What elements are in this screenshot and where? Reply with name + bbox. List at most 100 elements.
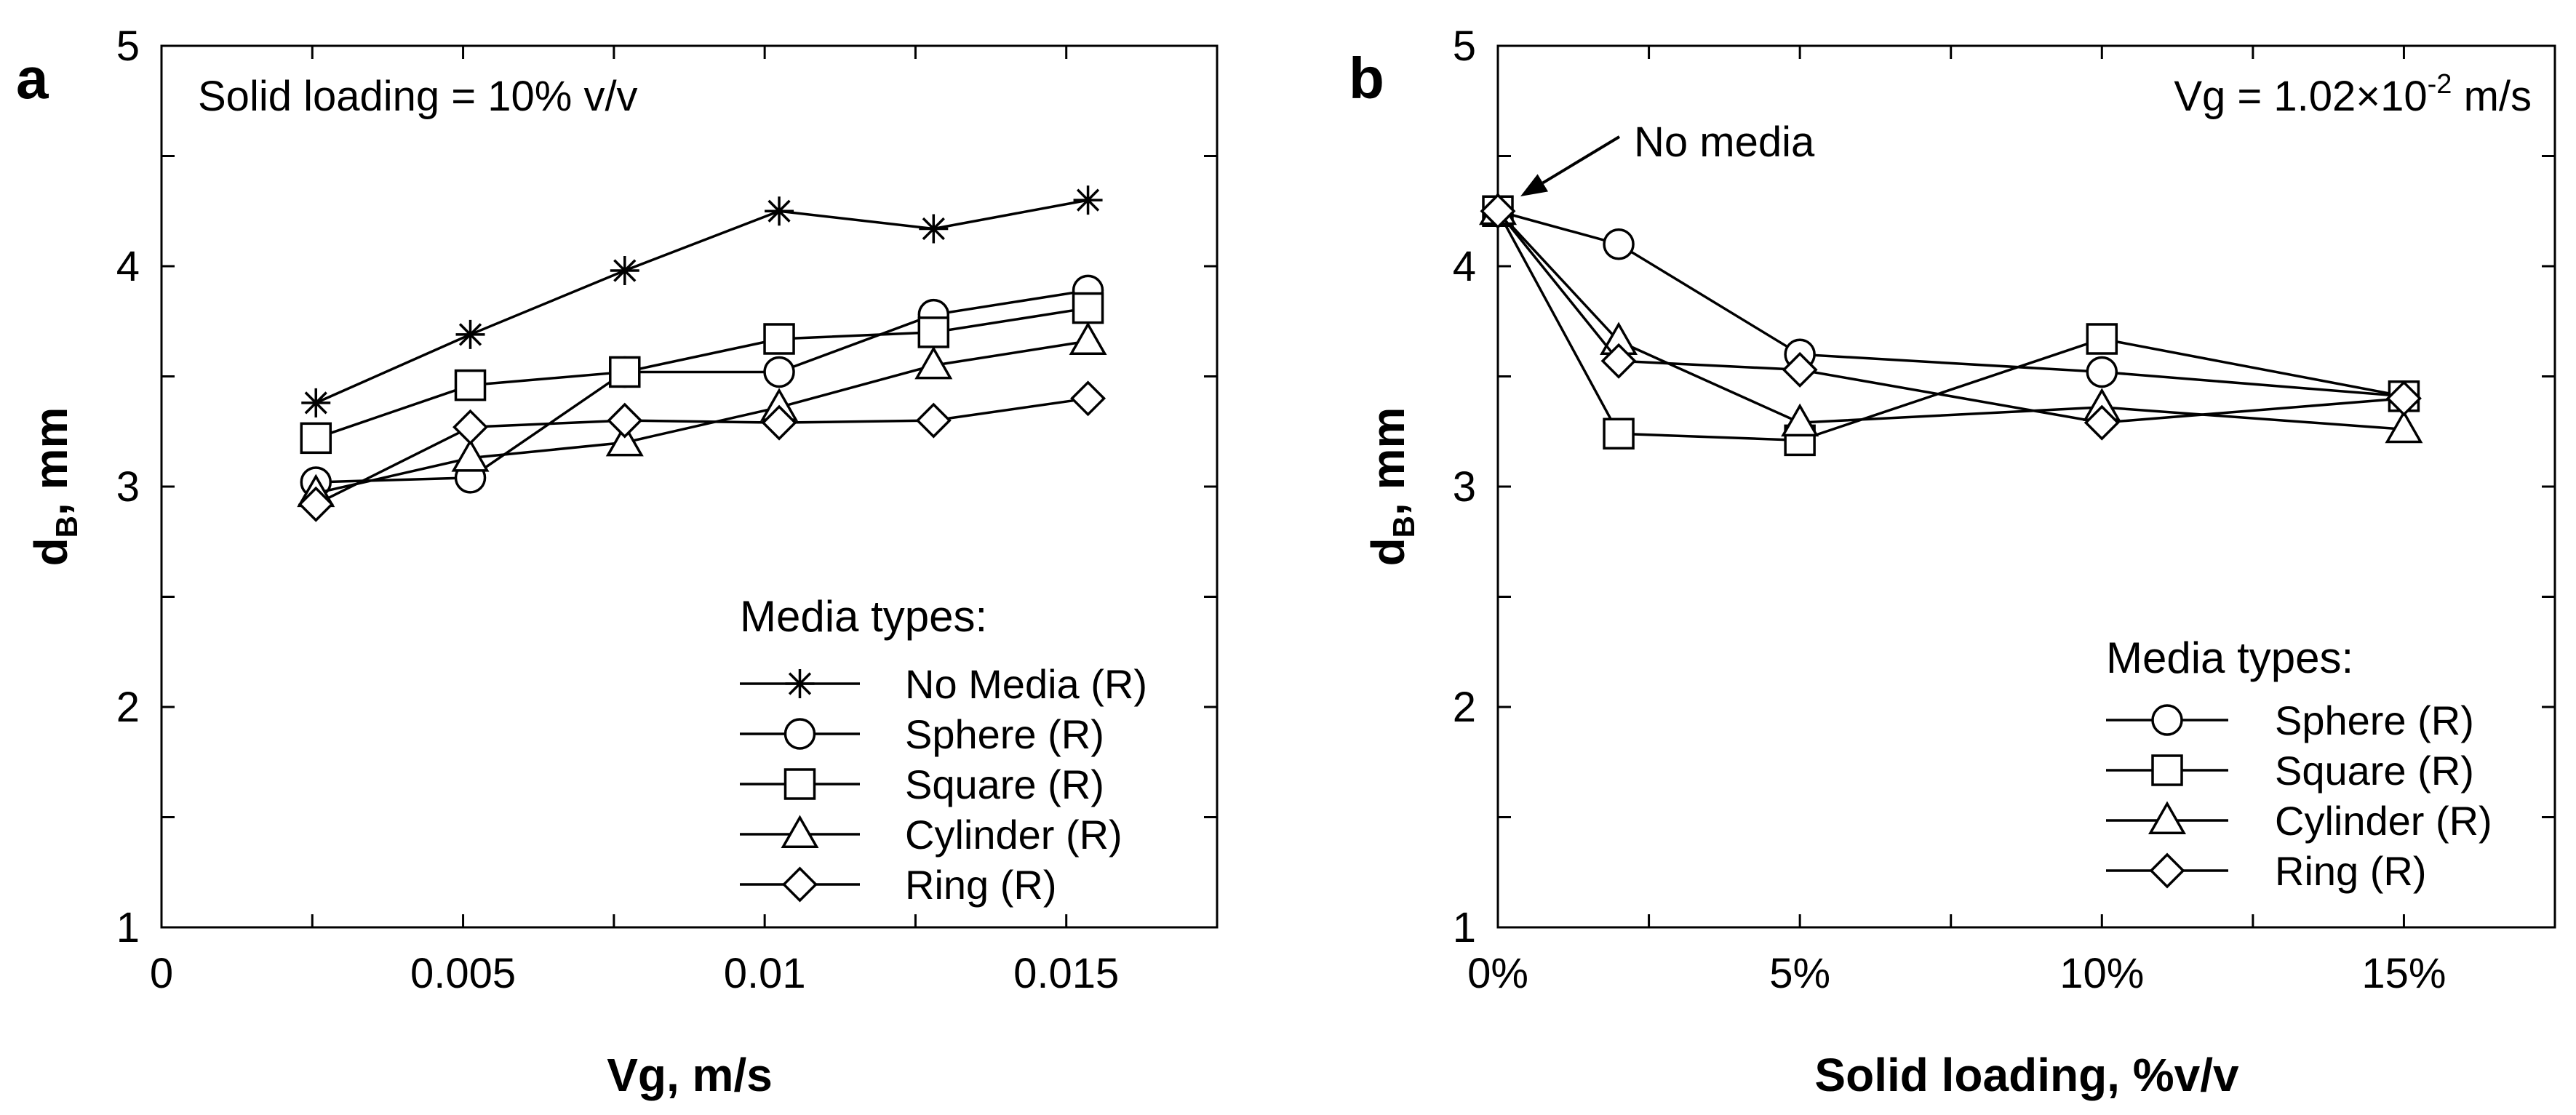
y-axis-label-sub: B	[1387, 516, 1421, 537]
x-tick-label: 10%	[2059, 950, 2144, 997]
data-point-square	[454, 369, 487, 401]
data-point-star	[765, 196, 794, 226]
data-point-triangle	[1781, 403, 1819, 437]
data-point-star	[301, 388, 331, 417]
callout-arrow-shaft	[1542, 135, 1621, 185]
y-tick-label: 4	[116, 243, 140, 290]
y-tick-label: 1	[116, 904, 140, 951]
series-square	[300, 292, 1104, 455]
y-tick-label: 3	[116, 463, 140, 511]
data-point-star	[919, 214, 949, 244]
data-point-star	[610, 256, 639, 286]
data-point-diamond	[298, 486, 334, 522]
data-point-square	[917, 316, 950, 348]
panel-tag: b	[1349, 46, 1384, 111]
data-point-diamond	[452, 409, 488, 445]
data-point-square	[300, 422, 332, 455]
legend-title: Media types:	[2106, 634, 2353, 682]
legend-marker-triangle	[2148, 801, 2187, 834]
data-point-square	[1603, 417, 1635, 450]
legend-marker-circle	[2151, 704, 2183, 736]
data-point-diamond	[915, 402, 952, 439]
y-tick-label: 1	[1453, 904, 1476, 951]
data-point-circle	[763, 356, 795, 388]
legend-marker-square	[783, 768, 816, 800]
x-tick-label: 0	[150, 950, 173, 997]
data-point-diamond	[1070, 380, 1106, 417]
data-point-triangle	[451, 439, 490, 472]
x-tick-label: 0%	[1467, 950, 1528, 997]
y-tick-label: 3	[1453, 463, 1476, 511]
data-point-triangle	[1069, 321, 1107, 356]
data-point-star	[1073, 185, 1103, 215]
series-star	[301, 185, 1103, 417]
y-tick-label: 5	[1453, 23, 1476, 70]
data-point-diamond	[761, 404, 797, 441]
legend-marker-triangle	[781, 815, 819, 848]
annotation-exponent: -2	[2428, 69, 2452, 100]
data-point-star	[455, 319, 485, 349]
data-point-diamond	[607, 402, 643, 439]
series-line	[315, 397, 1088, 505]
legend-label: Sphere (R)	[2275, 698, 2474, 743]
y-axis-label: dB, mm	[25, 407, 84, 567]
y-axis-label-tail: , mm	[1362, 407, 1414, 516]
legend-label: Square (R)	[2275, 748, 2474, 794]
legend-label: Ring (R)	[2275, 848, 2426, 894]
x-axis-label: Solid loading, %v/v	[1814, 1049, 2239, 1101]
legend-label: No Media (R)	[905, 661, 1147, 707]
condition-annotation: Vg = 1.02×10-2 m/s	[2174, 69, 2532, 120]
panel-b: 0% 5% 10% 15% 1 2 3 4 5 b Solid loading, %v/v dB, m…	[1349, 23, 2556, 1101]
y-axis-label-main: d	[25, 537, 77, 566]
y-tick-label: 2	[116, 684, 140, 731]
data-point-diamond	[2083, 404, 2120, 441]
y-axis-label-tail: , mm	[25, 407, 77, 516]
x-tick-label: 5%	[1769, 950, 1830, 997]
series-line	[315, 199, 1088, 404]
panel-a: 0 0.005 0.01 0.015 1 2 3 4 5 a Vg, m/s dB, mm Solid …	[16, 23, 1219, 1101]
data-point-square	[2086, 323, 2118, 355]
data-point-diamond	[2385, 380, 2422, 417]
x-tick-label: 15%	[2361, 950, 2446, 997]
legend-label: Cylinder (R)	[905, 812, 1122, 858]
data-point-diamond	[1600, 343, 1637, 379]
condition-annotation: Solid loading = 10% v/v	[198, 73, 638, 120]
series-diamond	[298, 380, 1106, 522]
annotation-main: Vg = 1.02×10	[2174, 73, 2427, 120]
data-point-triangle	[2385, 409, 2423, 444]
legend-marker-diamond	[782, 866, 818, 903]
x-tick-label: 0.005	[410, 950, 516, 997]
series-line	[315, 340, 1088, 495]
data-point-circle	[2086, 356, 2118, 388]
annotation-unit: m/s	[2452, 73, 2532, 120]
y-axis-label-main: d	[1362, 537, 1414, 566]
x-tick-label: 0.015	[1013, 950, 1119, 997]
legend-marker-diamond	[2149, 852, 2185, 889]
series-line	[316, 289, 1088, 484]
no-media-callout: No media	[1634, 119, 1815, 166]
legend-title: Media types:	[740, 592, 987, 641]
data-point-square	[1072, 292, 1104, 324]
callout-arrow-head	[1520, 174, 1549, 196]
y-tick-label: 5	[116, 23, 140, 70]
y-axis-label: dB, mm	[1362, 407, 1421, 567]
data-point-square	[609, 356, 641, 388]
data-point-square	[763, 323, 795, 355]
x-tick-label: 0.01	[724, 950, 806, 997]
legend-label: Ring (R)	[905, 862, 1056, 908]
legend-label: Cylinder (R)	[2275, 798, 2492, 844]
y-tick-label: 2	[1453, 684, 1476, 731]
data-point-triangle	[914, 345, 953, 380]
legend-marker-square	[2151, 754, 2183, 786]
legend-label: Sphere (R)	[905, 711, 1104, 757]
y-axis-label-sub: B	[49, 516, 84, 537]
series-line	[315, 306, 1088, 439]
x-axis-label: Vg, m/s	[607, 1049, 773, 1101]
legend-marker-circle	[783, 718, 816, 750]
data-point-circle	[1603, 228, 1635, 260]
panel-tag: a	[16, 46, 49, 111]
series-diamond	[1480, 193, 2422, 441]
data-point-diamond	[1480, 193, 1516, 229]
legend-label: Square (R)	[905, 762, 1104, 807]
